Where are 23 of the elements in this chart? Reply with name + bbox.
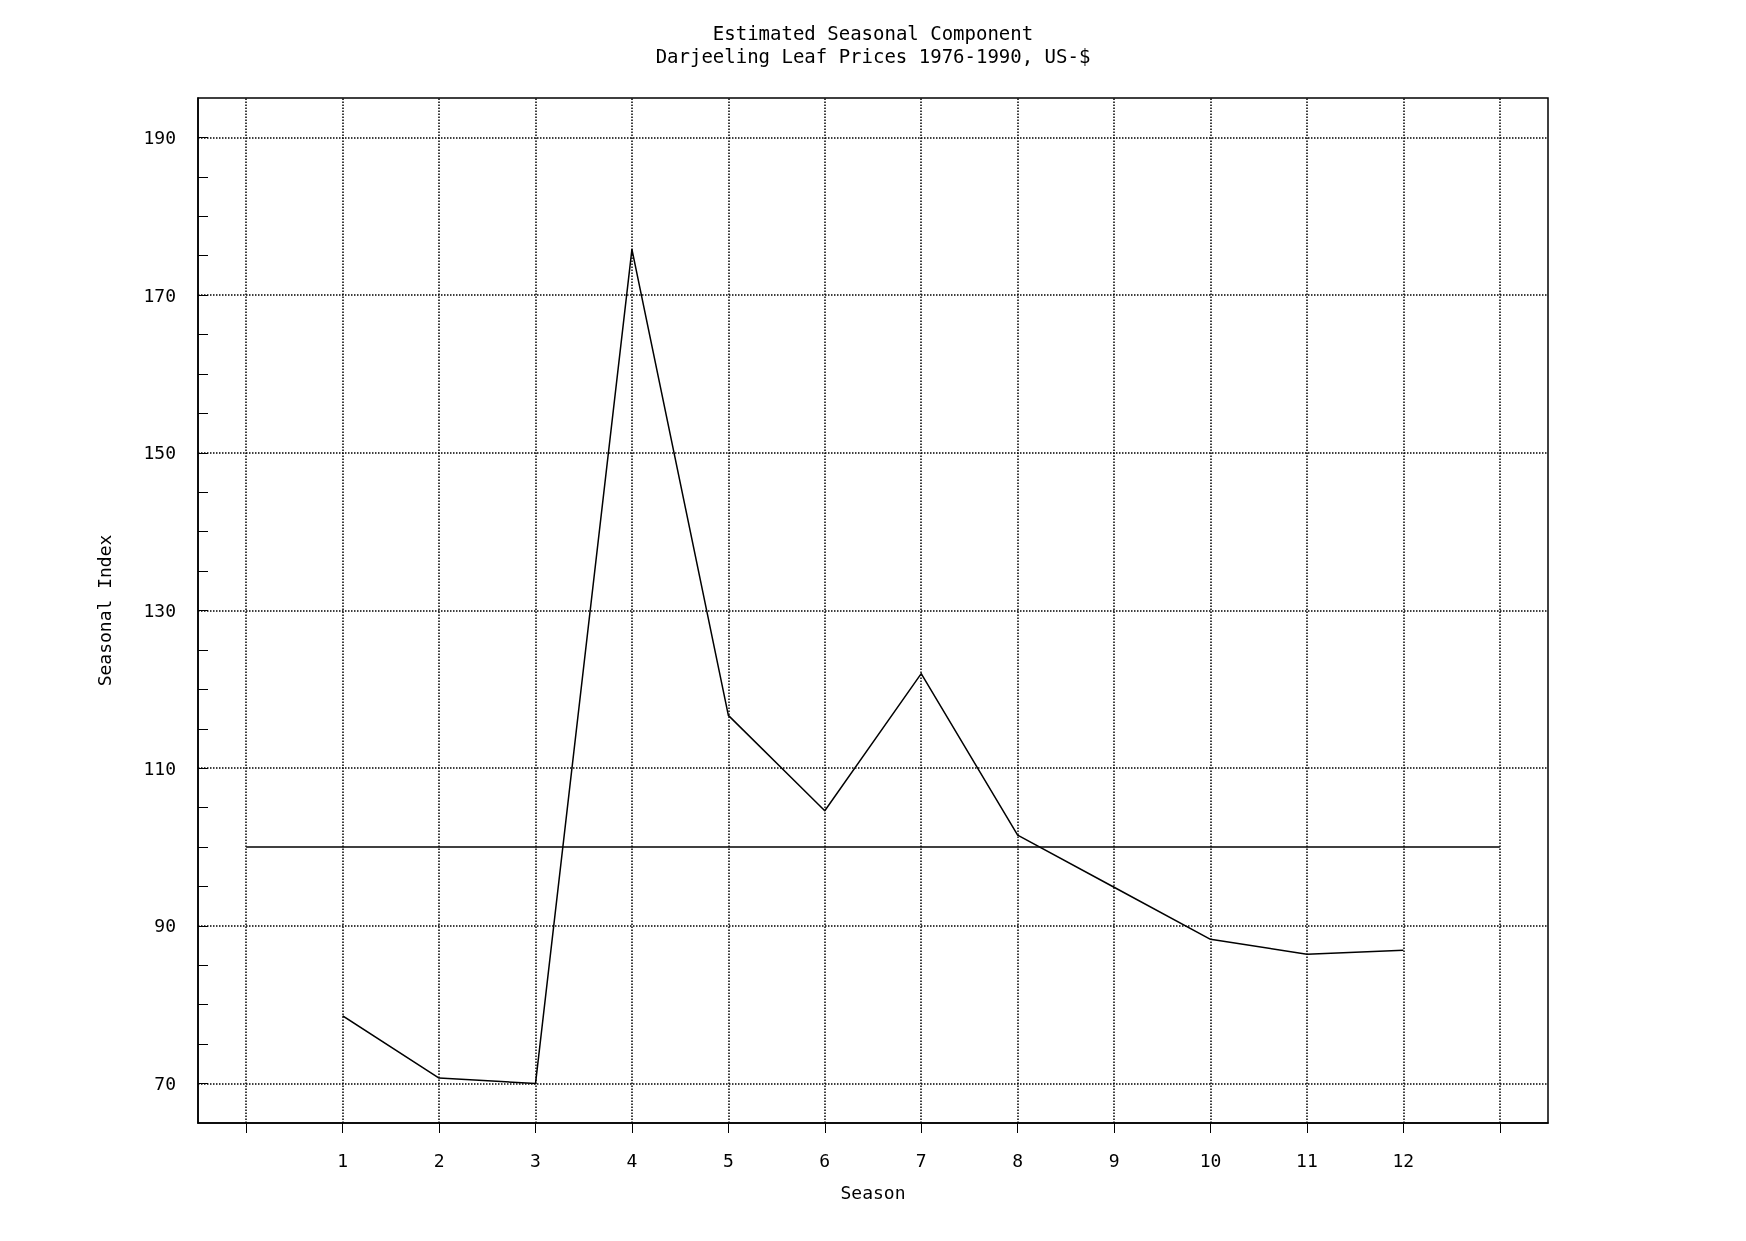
x-tick-label: 6 bbox=[819, 1149, 831, 1171]
x-tick-label: 10 bbox=[1199, 1149, 1222, 1171]
y-tick-label: 90 bbox=[154, 915, 176, 937]
x-tick-label: 11 bbox=[1296, 1149, 1318, 1171]
y-tick-label: 170 bbox=[143, 284, 176, 306]
chart-title: Estimated Seasonal Component bbox=[712, 21, 1034, 44]
y-tick-label: 110 bbox=[143, 757, 176, 779]
x-tick-label: 12 bbox=[1392, 1149, 1415, 1171]
y-axis-title: Seasonal Index bbox=[93, 534, 115, 687]
y-tick-label: 190 bbox=[143, 126, 176, 148]
x-tick-label: 3 bbox=[530, 1149, 541, 1171]
y-tick-label: 130 bbox=[143, 600, 176, 621]
x-tick-label: 4 bbox=[626, 1149, 638, 1171]
x-tick-label: 9 bbox=[1108, 1149, 1120, 1171]
chart-subtitle: Darjeeling Leaf Prices 1976-1990, US-$ bbox=[655, 44, 1091, 67]
x-tick-label: 2 bbox=[433, 1149, 445, 1171]
y-tick-label: 150 bbox=[143, 442, 176, 464]
y-tick-label: 70 bbox=[154, 1073, 176, 1095]
x-axis-title: Season bbox=[840, 1181, 906, 1203]
x-tick-label: 7 bbox=[915, 1149, 927, 1171]
x-tick-label: 5 bbox=[722, 1149, 734, 1171]
x-tick-label: 8 bbox=[1012, 1149, 1024, 1171]
x-tick-label: 1 bbox=[337, 1149, 349, 1171]
